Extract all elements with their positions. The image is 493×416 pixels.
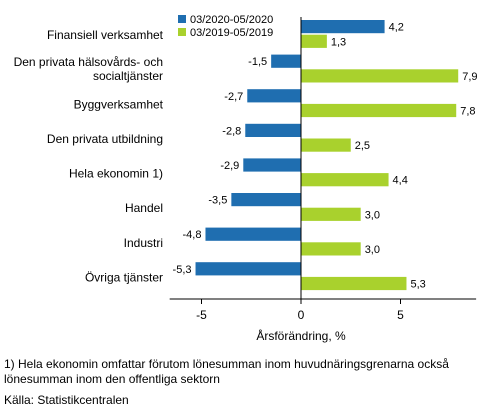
category-label: Den privata utbildning [47, 132, 163, 146]
data-label: 2,5 [355, 140, 370, 152]
category-label: Handel [125, 201, 163, 215]
bar [205, 227, 301, 241]
data-label: 5,3 [410, 279, 425, 291]
legend-label: 03/2020-05/2020 [190, 14, 273, 26]
data-label: -4,8 [183, 229, 202, 241]
data-label: 7,8 [460, 106, 475, 118]
category-labels: Finansiell verksamhet Den privata hälsovå… [14, 28, 164, 284]
category-label: Finansiell verksamhet [47, 28, 164, 42]
data-label: 4,2 [389, 22, 404, 34]
data-label: 4,4 [393, 175, 408, 187]
bar [301, 138, 351, 152]
data-label: 7,9 [462, 71, 477, 83]
source-note: Källa: Statistikcentralen [4, 393, 129, 407]
data-label: -1,5 [248, 56, 267, 68]
category-label: Industri [124, 236, 163, 250]
data-label: -2,8 [222, 125, 241, 137]
x-axis-title: Årsförändring, % [256, 328, 346, 343]
category-label: Den privata hälsovårds- och [14, 55, 163, 69]
bar [301, 207, 361, 221]
legend-swatch [178, 28, 186, 36]
data-label: -2,9 [220, 160, 239, 172]
bar [301, 276, 407, 291]
bar [243, 158, 301, 172]
bar [301, 20, 385, 34]
category-label: Hela ekonomin 1) [69, 167, 163, 181]
bar [301, 34, 327, 48]
bars: 4,2 1,3 -1,5 7,9 -2,7 7,8 -2,8 2,5 -2,9 4,4 -3,5 3,… [173, 20, 478, 291]
legend-swatch [178, 15, 186, 23]
category-label: Byggverksamhet [74, 97, 164, 111]
bar [301, 103, 457, 118]
bar [271, 54, 301, 68]
data-label: 3,0 [365, 244, 380, 256]
data-label: -2,7 [224, 91, 243, 103]
bar [247, 89, 301, 103]
bar [245, 123, 301, 137]
data-label: 3,0 [365, 209, 380, 221]
bar [301, 242, 361, 256]
bar [195, 262, 301, 276]
data-label: -5,3 [173, 264, 192, 276]
data-label: 1,3 [331, 36, 346, 48]
bar [231, 193, 301, 207]
x-tick-label: -5 [196, 308, 207, 322]
legend-label: 03/2019-05/2019 [190, 27, 273, 39]
x-tick-label: 5 [397, 308, 404, 322]
x-axis: -5 0 5 Årsförändring, % [169, 17, 477, 343]
category-label: socialtjänster [93, 69, 163, 83]
category-label: Övriga tjänster [85, 270, 163, 284]
bar [301, 69, 459, 83]
footnote: 1) Hela ekonomin omfattar förutom lönesu… [4, 357, 449, 386]
data-label: -3,5 [208, 195, 227, 207]
x-tick-label: 0 [298, 308, 305, 322]
bar [301, 173, 389, 187]
